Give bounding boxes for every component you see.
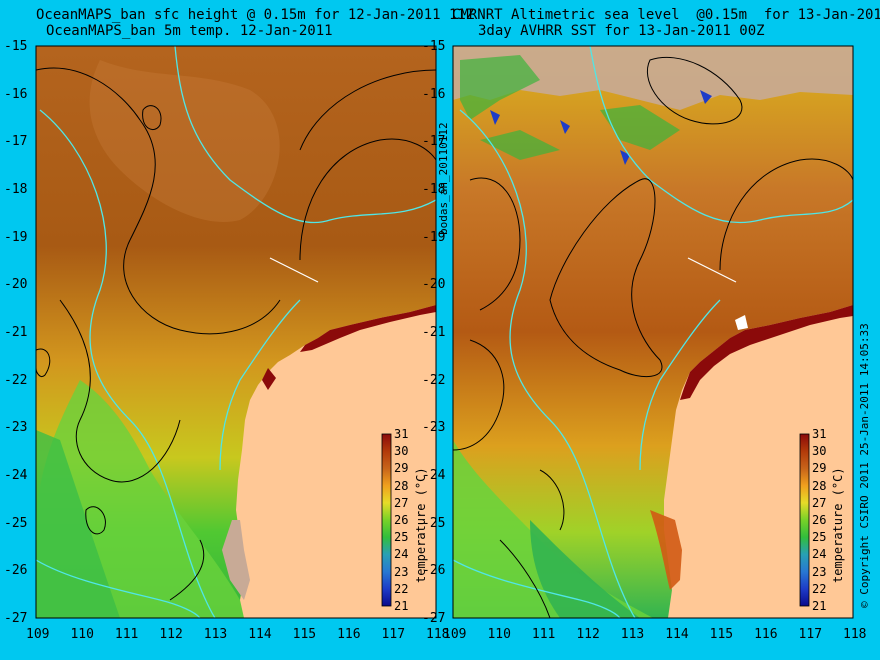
right-colorbar-label: temperature (°C) bbox=[831, 467, 845, 583]
left-title-line1: OceanMAPS_ban sfc height @ 0.15m for 12-… bbox=[36, 7, 475, 23]
lon-tick-label: 115 bbox=[709, 627, 734, 642]
lon-tick-label: 109 bbox=[443, 627, 467, 642]
lat-tick-label: -27 bbox=[422, 611, 446, 626]
colorbar-tick-label: 21 bbox=[812, 599, 827, 613]
colorbar-tick-label: 29 bbox=[394, 461, 409, 476]
lat-tick-label: -19 bbox=[4, 229, 28, 245]
lat-tick-label: -16 bbox=[4, 86, 28, 102]
lat-tick-label: -17 bbox=[4, 134, 28, 150]
colorbar-tick-label: 25 bbox=[394, 530, 409, 545]
lat-tick-label: -25 bbox=[422, 515, 446, 531]
right-map bbox=[453, 46, 853, 618]
left-colorbar bbox=[381, 433, 392, 607]
lat-tick-label: -22 bbox=[422, 372, 446, 388]
lon-tick-label: 116 bbox=[754, 627, 778, 642]
lat-tick-label: -20 bbox=[4, 277, 28, 293]
colorbar-tick-label: 24 bbox=[812, 547, 827, 562]
colorbar-tick-label: 29 bbox=[812, 461, 827, 476]
left-title-line2: OceanMAPS_ban 5m temp. 12-Jan-2011 bbox=[46, 23, 333, 39]
lon-tick-label: 111 bbox=[114, 627, 139, 642]
lat-tick-label: -23 bbox=[4, 420, 28, 436]
left-map-frame bbox=[35, 45, 437, 619]
colorbar-tick-label: 26 bbox=[812, 513, 827, 527]
colorbar-tick-label: 27 bbox=[812, 495, 827, 510]
lat-tick-label: -22 bbox=[4, 372, 28, 388]
lat-tick-label: -21 bbox=[422, 325, 446, 340]
lon-tick-label: 117 bbox=[798, 627, 823, 642]
colorbar-tick-label: 23 bbox=[812, 564, 827, 579]
lat-tick-label: -16 bbox=[422, 86, 446, 102]
colorbar-tick-label: 24 bbox=[394, 547, 409, 562]
lat-tick-label: -23 bbox=[422, 420, 446, 436]
lat-tick-label: -25 bbox=[4, 515, 28, 531]
left-map bbox=[36, 46, 436, 618]
lon-tick-label: 110 bbox=[487, 627, 511, 642]
colorbar-tick-label: 23 bbox=[394, 564, 409, 579]
lat-tick-label: -21 bbox=[4, 325, 28, 340]
lat-tick-label: -19 bbox=[422, 229, 446, 245]
left-side-label: bodas_an_20110112 bbox=[437, 122, 450, 235]
lon-tick-label: 116 bbox=[337, 627, 361, 642]
colorbar-tick-label: 25 bbox=[812, 530, 827, 545]
right-side-label: © Copyright CSIRO 2011 25-Jan-2011 14:05… bbox=[858, 323, 871, 608]
colorbar-tick-label: 22 bbox=[812, 581, 827, 596]
lat-tick-label: -15 bbox=[4, 39, 28, 54]
lon-tick-label: 113 bbox=[203, 627, 228, 642]
right-colorbar bbox=[799, 433, 810, 607]
lon-tick-label: 110 bbox=[70, 627, 94, 642]
lon-tick-label: 117 bbox=[381, 627, 406, 642]
lat-tick-label: -24 bbox=[4, 468, 28, 483]
lat-tick-label: -26 bbox=[422, 563, 446, 579]
lat-tick-label: -27 bbox=[4, 611, 28, 626]
colorbar-tick-label: 30 bbox=[812, 444, 827, 459]
colorbar-tick-label: 27 bbox=[394, 495, 409, 510]
lat-tick-label: -24 bbox=[422, 468, 446, 483]
lon-tick-label: 109 bbox=[26, 627, 50, 642]
colorbar-tick-label: 30 bbox=[394, 444, 409, 459]
colorbar-tick-label: 22 bbox=[394, 581, 409, 596]
colorbar-tick-label: 31 bbox=[812, 427, 827, 441]
colorbar-tick-label: 28 bbox=[812, 478, 827, 493]
lon-tick-label: 113 bbox=[620, 627, 645, 642]
right-map-frame bbox=[452, 45, 854, 619]
lon-tick-label: 112 bbox=[159, 627, 183, 642]
lon-tick-label: 115 bbox=[292, 627, 317, 642]
lat-tick-label: -15 bbox=[422, 39, 446, 54]
lat-tick-label: -17 bbox=[422, 134, 446, 150]
left-colorbar-label: temperature (°C) bbox=[414, 467, 428, 583]
colorbar-tick-label: 26 bbox=[394, 513, 409, 527]
lon-tick-label: 111 bbox=[531, 627, 556, 642]
colorbar-tick-label: 21 bbox=[394, 599, 409, 613]
lat-tick-label: -18 bbox=[4, 182, 28, 197]
colorbar-tick-label: 28 bbox=[394, 478, 409, 493]
lat-tick-label: -26 bbox=[4, 563, 28, 579]
lon-tick-label: 114 bbox=[665, 627, 689, 642]
lon-tick-label: 118 bbox=[843, 627, 867, 642]
right-title-line2: 3day AVHRR SST for 13-Jan-2011 00Z bbox=[478, 23, 765, 39]
lat-tick-label: -18 bbox=[422, 182, 446, 197]
colorbar-tick-label: 31 bbox=[394, 427, 409, 441]
lon-tick-label: 114 bbox=[248, 627, 272, 642]
right-title-line1: CMRNRT Altimetric sea level @0.15m for 1… bbox=[452, 7, 880, 23]
lon-tick-label: 112 bbox=[576, 627, 600, 642]
lat-tick-label: -20 bbox=[422, 277, 446, 293]
lon-tick-label: 118 bbox=[426, 627, 450, 642]
